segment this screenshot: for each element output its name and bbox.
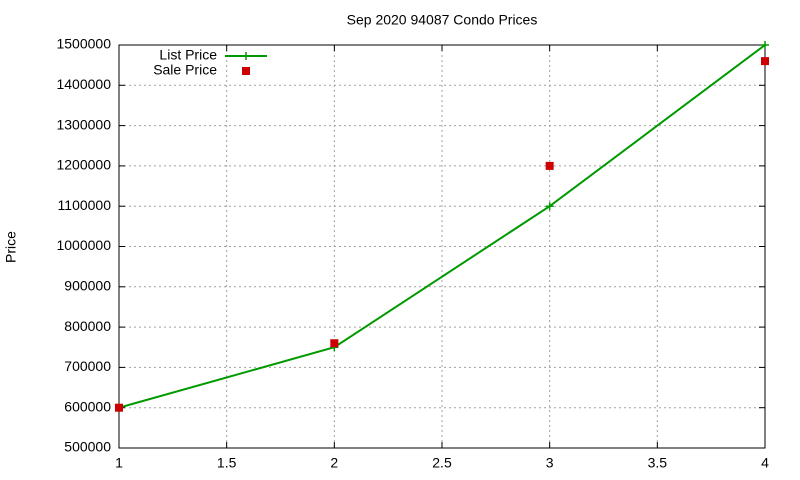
- plot-frame: [118, 44, 766, 449]
- legend-label: List Price: [159, 47, 217, 63]
- point: [115, 403, 123, 412]
- y-axis-label: Price: [3, 231, 19, 263]
- legend-label: Sale Price: [153, 62, 217, 78]
- point: [545, 202, 554, 211]
- y-tick-label: 1200000: [56, 157, 111, 173]
- y-tick-label: 1100000: [58, 197, 112, 213]
- y-tick-label: 1300000: [56, 116, 111, 132]
- x-tick-label: 2: [330, 455, 338, 471]
- x-tick-label: 3: [546, 455, 554, 471]
- point: [545, 161, 554, 170]
- x-tick-label: 1: [115, 455, 123, 471]
- y-tick-label: 800000: [64, 318, 111, 334]
- point: [761, 57, 769, 66]
- x-tick-label: 1.5: [217, 455, 237, 471]
- y-tick-label: 500000: [64, 439, 111, 455]
- y-tick-label: 1400000: [56, 76, 111, 92]
- x-tick-label: 2.5: [432, 455, 452, 471]
- y-tick-label: 1000000: [56, 237, 111, 253]
- series-line: [118, 44, 766, 409]
- y-tick-label: 600000: [64, 398, 111, 414]
- legend-marker: [242, 67, 250, 75]
- x-tick-label: 4: [761, 455, 769, 471]
- legend-marker: [242, 52, 250, 60]
- chart-title: Sep 2020 94087 Condo Prices: [347, 12, 538, 28]
- point: [330, 339, 339, 348]
- y-tick-label: 900000: [64, 278, 111, 294]
- y-tick-label: 700000: [64, 358, 111, 374]
- x-tick-label: 3.5: [648, 455, 668, 471]
- point: [761, 41, 769, 49]
- y-tick-label: 1500000: [56, 36, 111, 52]
